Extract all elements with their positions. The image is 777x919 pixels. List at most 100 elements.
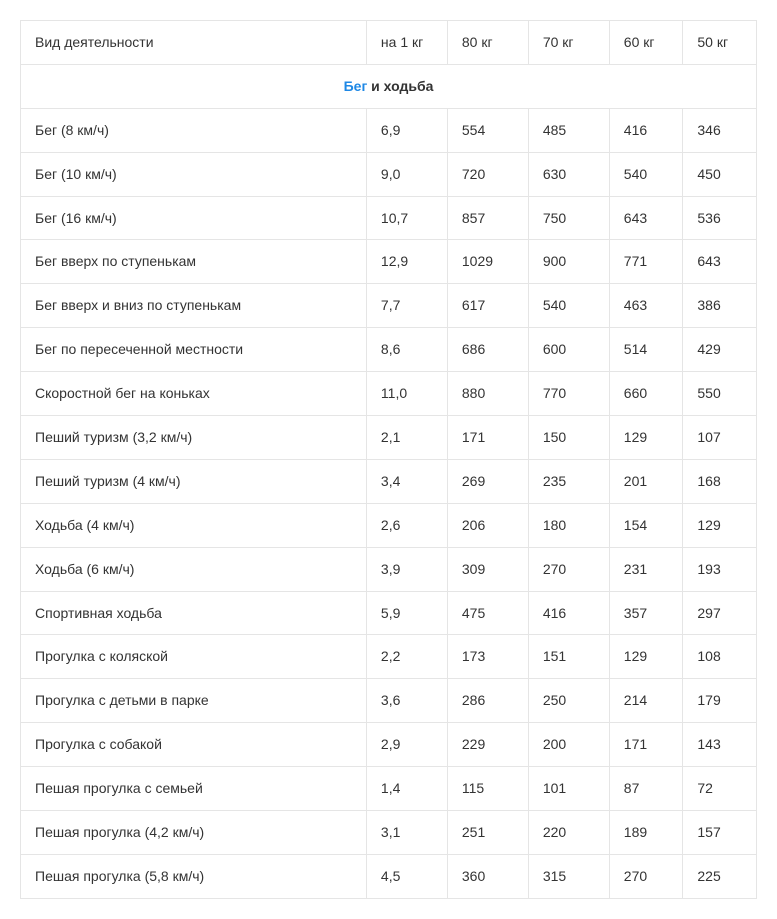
col-activity: Вид деятельности: [21, 21, 367, 65]
value-cell: 251: [447, 811, 528, 855]
value-cell: 1029: [447, 240, 528, 284]
value-cell: 206: [447, 503, 528, 547]
value-cell: 416: [609, 108, 683, 152]
value-cell: 225: [683, 854, 757, 898]
value-cell: 357: [609, 591, 683, 635]
value-cell: 386: [683, 284, 757, 328]
value-cell: 360: [447, 854, 528, 898]
col-70kg: 70 кг: [528, 21, 609, 65]
value-cell: 514: [609, 328, 683, 372]
value-cell: 229: [447, 723, 528, 767]
section-cell: Бег и ходьба: [21, 64, 757, 108]
value-cell: 87: [609, 767, 683, 811]
value-cell: 168: [683, 459, 757, 503]
section-row: Бег и ходьба: [21, 64, 757, 108]
value-cell: 150: [528, 416, 609, 460]
table-row: Спортивная ходьба5,9475416357297: [21, 591, 757, 635]
value-cell: 129: [609, 635, 683, 679]
value-cell: 660: [609, 372, 683, 416]
activity-cell: Ходьба (4 км/ч): [21, 503, 367, 547]
value-cell: 10,7: [366, 196, 447, 240]
value-cell: 201: [609, 459, 683, 503]
value-cell: 429: [683, 328, 757, 372]
activity-cell: Пеший туризм (4 км/ч): [21, 459, 367, 503]
value-cell: 315: [528, 854, 609, 898]
activity-cell: Бег (8 км/ч): [21, 108, 367, 152]
value-cell: 220: [528, 811, 609, 855]
value-cell: 463: [609, 284, 683, 328]
activity-cell: Бег по пересеченной местности: [21, 328, 367, 372]
col-60kg: 60 кг: [609, 21, 683, 65]
value-cell: 2,1: [366, 416, 447, 460]
value-cell: 2,6: [366, 503, 447, 547]
value-cell: 193: [683, 547, 757, 591]
value-cell: 171: [447, 416, 528, 460]
value-cell: 235: [528, 459, 609, 503]
value-cell: 771: [609, 240, 683, 284]
value-cell: 270: [609, 854, 683, 898]
activity-cell: Пешая прогулка (5,8 км/ч): [21, 854, 367, 898]
value-cell: 11,0: [366, 372, 447, 416]
table-row: Бег (10 км/ч)9,0720630540450: [21, 152, 757, 196]
value-cell: 297: [683, 591, 757, 635]
value-cell: 129: [683, 503, 757, 547]
value-cell: 540: [528, 284, 609, 328]
value-cell: 154: [609, 503, 683, 547]
value-cell: 1,4: [366, 767, 447, 811]
value-cell: 231: [609, 547, 683, 591]
table-row: Ходьба (6 км/ч)3,9309270231193: [21, 547, 757, 591]
table-row: Пеший туризм (3,2 км/ч)2,1171150129107: [21, 416, 757, 460]
value-cell: 3,1: [366, 811, 447, 855]
activity-cell: Пешая прогулка (4,2 км/ч): [21, 811, 367, 855]
value-cell: 12,9: [366, 240, 447, 284]
value-cell: 6,9: [366, 108, 447, 152]
value-cell: 108: [683, 635, 757, 679]
value-cell: 600: [528, 328, 609, 372]
table-row: Прогулка с детьми в парке3,6286250214179: [21, 679, 757, 723]
table-row: Пеший туризм (4 км/ч)3,4269235201168: [21, 459, 757, 503]
value-cell: 2,9: [366, 723, 447, 767]
value-cell: 643: [683, 240, 757, 284]
activity-cell: Скоростной бег на коньках: [21, 372, 367, 416]
activity-cell: Бег вверх по ступенькам: [21, 240, 367, 284]
value-cell: 3,6: [366, 679, 447, 723]
activity-cell: Ходьба (6 км/ч): [21, 547, 367, 591]
value-cell: 770: [528, 372, 609, 416]
value-cell: 157: [683, 811, 757, 855]
table-row: Бег (8 км/ч)6,9554485416346: [21, 108, 757, 152]
value-cell: 540: [609, 152, 683, 196]
activity-cell: Пешая прогулка с семьей: [21, 767, 367, 811]
value-cell: 750: [528, 196, 609, 240]
col-80kg: 80 кг: [447, 21, 528, 65]
activity-cell: Прогулка с собакой: [21, 723, 367, 767]
value-cell: 880: [447, 372, 528, 416]
value-cell: 346: [683, 108, 757, 152]
value-cell: 151: [528, 635, 609, 679]
value-cell: 180: [528, 503, 609, 547]
value-cell: 286: [447, 679, 528, 723]
value-cell: 107: [683, 416, 757, 460]
value-cell: 643: [609, 196, 683, 240]
section-link[interactable]: Бег: [344, 78, 368, 94]
value-cell: 143: [683, 723, 757, 767]
value-cell: 8,6: [366, 328, 447, 372]
value-cell: 416: [528, 591, 609, 635]
value-cell: 485: [528, 108, 609, 152]
col-per-kg: на 1 кг: [366, 21, 447, 65]
value-cell: 189: [609, 811, 683, 855]
col-50kg: 50 кг: [683, 21, 757, 65]
section-rest: и ходьба: [367, 78, 433, 94]
table-row: Прогулка с коляской2,2173151129108: [21, 635, 757, 679]
value-cell: 554: [447, 108, 528, 152]
calorie-table: Вид деятельности на 1 кг 80 кг 70 кг 60 …: [20, 20, 757, 899]
value-cell: 7,7: [366, 284, 447, 328]
value-cell: 475: [447, 591, 528, 635]
value-cell: 5,9: [366, 591, 447, 635]
value-cell: 171: [609, 723, 683, 767]
value-cell: 309: [447, 547, 528, 591]
value-cell: 857: [447, 196, 528, 240]
value-cell: 129: [609, 416, 683, 460]
activity-cell: Спортивная ходьба: [21, 591, 367, 635]
value-cell: 270: [528, 547, 609, 591]
activity-cell: Бег вверх и вниз по ступенькам: [21, 284, 367, 328]
